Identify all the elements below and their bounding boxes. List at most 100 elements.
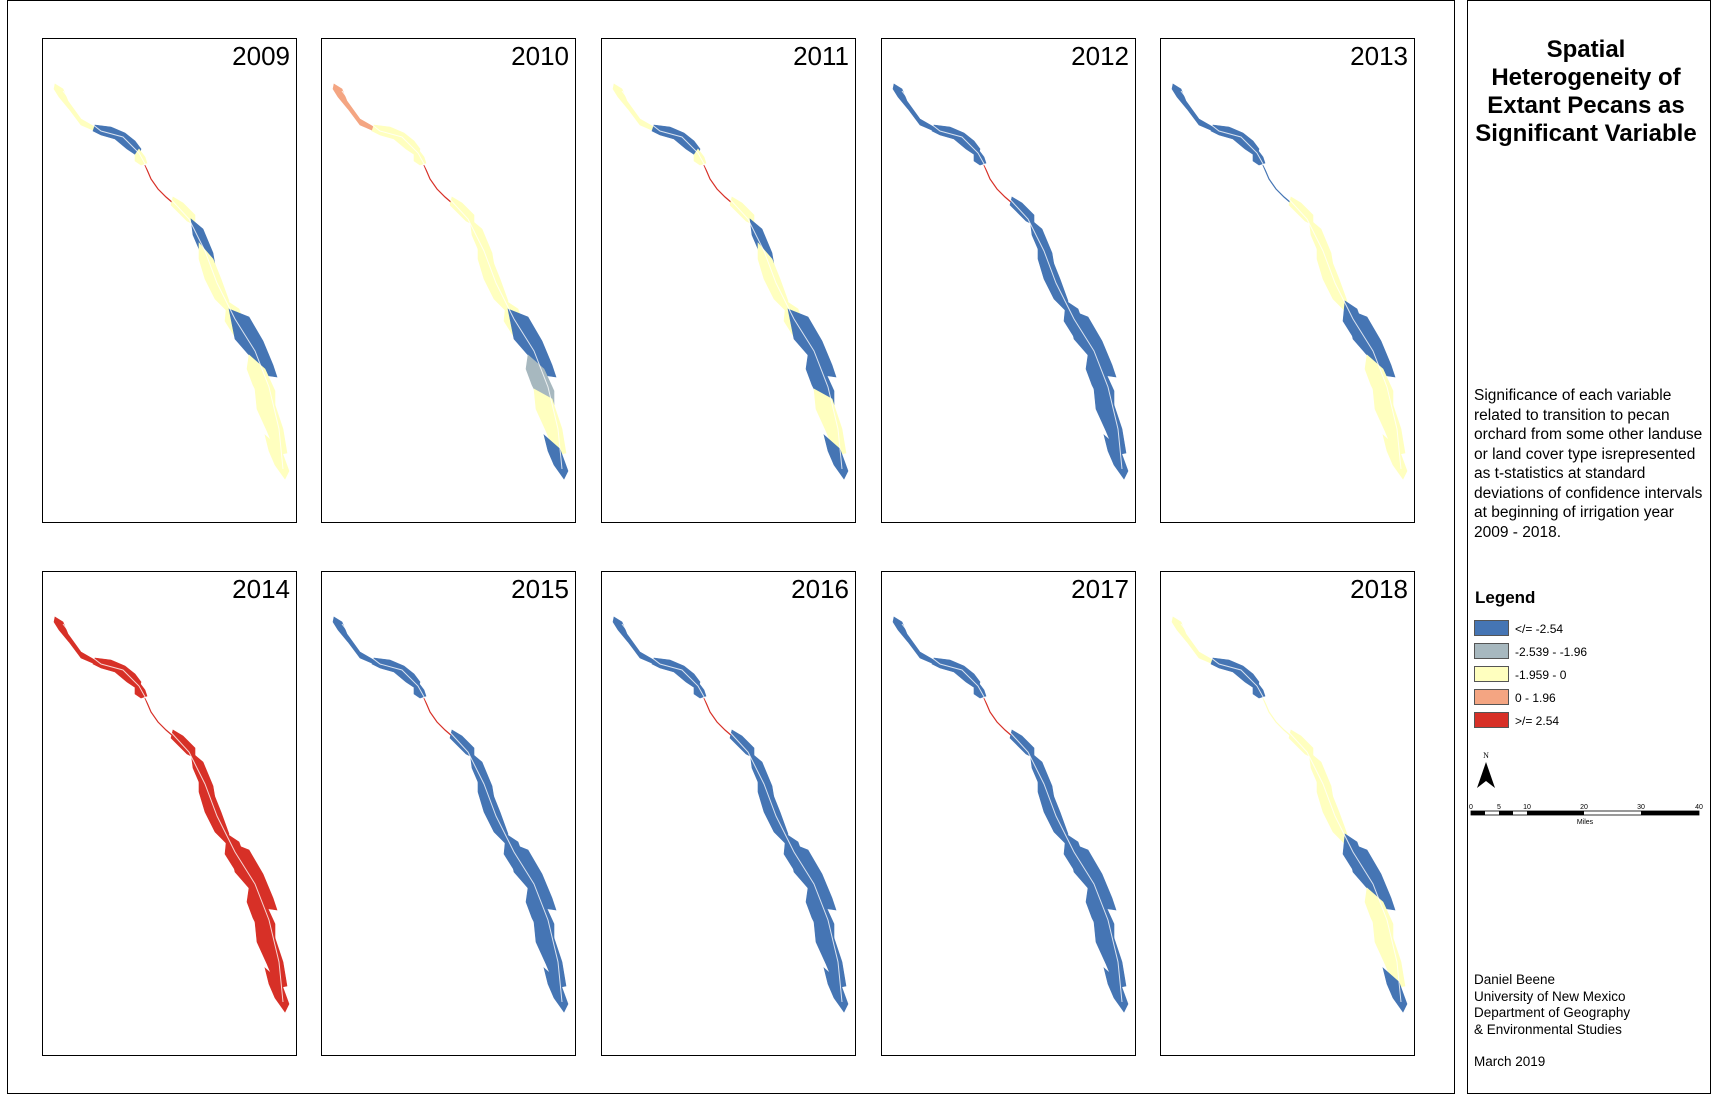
scale-bar: 0 5 10 20 30 40 Miles [1469,804,1703,826]
legend-label: -1.959 - 0 [1515,668,1567,682]
map-zone-segment [612,83,655,132]
river-line [1180,623,1402,1003]
map-title: Spatial Heterogeneity of Extant Pecans a… [1475,36,1697,147]
legend-heading: Legend [1475,588,1536,607]
map-zone-segment [477,242,509,312]
map-zone-segment [144,697,174,737]
credit-line: University of New Mexico [1474,988,1626,1004]
map-zone-segment [228,841,278,911]
river-corridor-map [612,616,849,1013]
river-line [901,623,1123,1003]
panel-year-label: 2015 [511,574,569,604]
panel-year-label: 2014 [232,574,290,604]
river-corridor-map [332,616,569,1013]
map-zone-segment [53,616,96,665]
map-zone-segment [423,697,453,737]
map-zone-segment [507,308,557,378]
map-panel-2010: 2010 [321,38,576,523]
map-panel-2012: 2012 [881,38,1136,523]
legend-label: -2.539 - -1.96 [1515,645,1588,659]
panel-year-label: 2009 [232,41,290,71]
north-arrow-label: N [1483,751,1489,760]
map-panel-2017: 2017 [881,571,1136,1056]
river-corridor-map [892,616,1129,1013]
map-zone-segment [1346,841,1396,911]
north-arrow-icon: N [1477,751,1495,788]
credit-line: Department of Geography [1474,1005,1631,1020]
map-credits: Daniel Beene University of New Mexico De… [1474,972,1630,1038]
scale-bar-tick-label: 30 [1637,804,1645,811]
river-line [341,90,563,470]
map-panel-2015: 2015 [321,571,576,1056]
river-corridor-map [53,616,290,1013]
map-panel-2014: 2014 [42,571,297,1056]
map-zone-segment [1262,164,1292,204]
map-date: March 2019 [1474,1054,1546,1069]
legend-swatch [1474,712,1509,728]
map-zone-segment [507,841,557,911]
scale-bar-tick-label: 20 [1580,804,1588,811]
map-zone-segment [1316,775,1348,845]
map-zone-segment [1346,308,1396,378]
map-zone-segment [423,164,453,204]
map-zone-segment [1316,242,1348,312]
map-zone-segment [1037,242,1069,312]
map-zone-segment [144,164,174,204]
scale-bar-tick-label: 10 [1523,804,1531,811]
river-line [621,623,843,1003]
map-panel-2018: 2018 [1160,571,1415,1056]
river-corridor-map [1171,616,1408,1013]
panel-year-label: 2010 [511,41,569,71]
map-zone-segment [332,616,375,665]
scale-bar-tick-label: 0 [1469,804,1473,811]
river-corridor-map [892,83,1129,480]
map-zone-segment [787,308,837,378]
credit-line: & Environmental Studies [1474,1021,1622,1037]
map-zone-segment [477,775,509,845]
map-zone-segment [612,616,655,665]
panel-year-label: 2012 [1071,41,1129,71]
map-zone-segment [1067,308,1117,378]
map-zone-segment [703,164,733,204]
map-zone-segment [1067,841,1117,911]
map-panel-2013: 2013 [1160,38,1415,523]
map-panel-2011: 2011 [601,38,856,523]
panel-year-label: 2016 [791,574,849,604]
map-zone-segment [703,697,733,737]
river-corridor-map [612,83,849,480]
map-zone-segment [892,616,935,665]
river-line [1180,90,1402,470]
map-zone-segment [787,841,837,911]
river-line [621,90,843,470]
map-description: Significance of each variable related to… [1474,387,1703,541]
map-zone-segment [198,775,230,845]
scale-bar-tick-label: 5 [1497,804,1501,811]
map-panel-2016: 2016 [601,571,856,1056]
map-zone-segment [892,83,935,132]
map-panel-2009: 2009 [42,38,297,523]
river-corridor-map [1171,83,1408,480]
river-line [901,90,1123,470]
map-zone-segment [332,83,375,132]
map-zone-segment [1037,775,1069,845]
side-panel [1467,0,1711,1094]
panel-year-label: 2011 [793,41,849,71]
panel-year-label: 2017 [1071,574,1129,604]
scale-bar-unit: Miles [1577,819,1594,826]
map-zone-segment [757,775,789,845]
river-line [62,623,284,1003]
map-zone-segment [228,308,278,378]
panel-year-label: 2013 [1350,41,1408,71]
map-zone-segment [1262,697,1292,737]
map-zone-segment [53,83,96,132]
map-zone-segment [983,697,1013,737]
river-corridor-map [332,83,569,480]
river-line [62,90,284,470]
scale-bar-ticks: 0 5 10 20 30 40 [1469,804,1703,811]
credit-line: Daniel Beene [1474,972,1556,987]
scale-bar-tick-label: 40 [1695,804,1703,811]
legend-label: >/= 2.54 [1515,714,1560,728]
legend-label: </= -2.54 [1515,622,1564,636]
legend-swatch [1474,666,1509,682]
legend-swatch [1474,689,1509,705]
